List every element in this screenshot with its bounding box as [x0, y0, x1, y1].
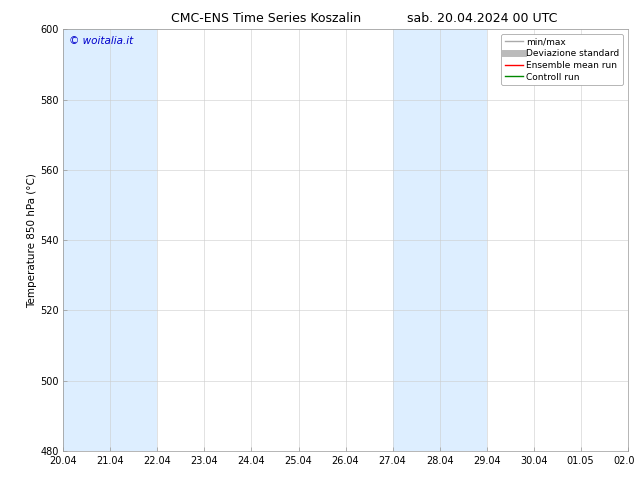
Legend: min/max, Deviazione standard, Ensemble mean run, Controll run: min/max, Deviazione standard, Ensemble m… [501, 34, 623, 85]
Text: CMC-ENS Time Series Koszalin: CMC-ENS Time Series Koszalin [171, 12, 361, 25]
Bar [63, 29, 157, 451]
Y-axis label: Temperature 850 hPa (°C): Temperature 850 hPa (°C) [27, 172, 37, 308]
Text: sab. 20.04.2024 00 UTC: sab. 20.04.2024 00 UTC [406, 12, 557, 25]
Text: © woitalia.it: © woitalia.it [69, 36, 133, 46]
Bar [392, 29, 486, 451]
